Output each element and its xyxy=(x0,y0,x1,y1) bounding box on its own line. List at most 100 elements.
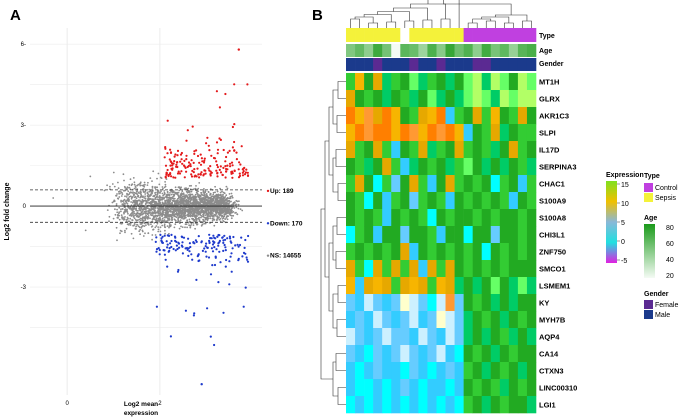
gene-label: MYH7B xyxy=(539,316,566,325)
up-point xyxy=(180,151,183,155)
heatmap-cell xyxy=(508,107,519,125)
ns-point xyxy=(168,196,171,199)
heatmap-cell xyxy=(418,124,428,142)
down-point xyxy=(211,243,215,246)
ns-point xyxy=(152,199,154,202)
down-point xyxy=(230,252,233,255)
heatmap-cell xyxy=(382,362,392,380)
heatmap-cell xyxy=(526,396,537,414)
heatmap-cell xyxy=(400,73,410,91)
ns-point xyxy=(144,215,147,218)
down-point xyxy=(209,273,213,276)
ns-point xyxy=(178,203,181,206)
heatmap-cell xyxy=(517,209,528,227)
heatmap-cell xyxy=(472,311,483,329)
down-point xyxy=(200,240,203,243)
heatmap-cell xyxy=(508,158,519,176)
ns-point xyxy=(180,193,183,195)
heatmap-cell xyxy=(454,243,464,261)
ns-point xyxy=(128,214,131,217)
heatmap-cell xyxy=(355,294,365,312)
heatmap-cell xyxy=(346,345,356,363)
ns-point xyxy=(220,195,223,198)
ns-point xyxy=(146,218,149,220)
ns-point xyxy=(228,213,231,215)
ns-point xyxy=(111,183,114,185)
gene-label: CA14 xyxy=(539,350,559,359)
heatmap-cell xyxy=(355,158,365,176)
ns-point xyxy=(178,200,181,203)
up-point xyxy=(224,165,227,168)
heatmap-cell xyxy=(499,243,510,261)
ns-point xyxy=(189,199,192,202)
up-point xyxy=(165,171,168,175)
heatmap-cell xyxy=(526,311,537,329)
heatmap-cell xyxy=(499,362,510,380)
down-point xyxy=(170,245,173,249)
ns-point xyxy=(121,216,123,219)
ns-point xyxy=(229,214,232,217)
up-point xyxy=(190,175,194,178)
gender-annotation-cell xyxy=(463,58,473,71)
ns-point xyxy=(197,187,200,190)
heatmap-cell xyxy=(472,379,483,397)
ns-point xyxy=(212,207,215,210)
legend-marker xyxy=(266,189,270,193)
ns-point xyxy=(194,220,197,223)
down-point xyxy=(166,246,169,249)
ns-point xyxy=(181,195,184,198)
age-annotation-cell xyxy=(418,44,428,57)
type-legend-swatch xyxy=(644,183,653,192)
ns-point xyxy=(123,218,126,221)
heatmap-cell xyxy=(481,277,492,295)
ns-point xyxy=(135,207,137,210)
ns-point xyxy=(168,194,171,197)
ns-point xyxy=(132,237,135,240)
ns-point xyxy=(137,225,140,228)
ns-point xyxy=(164,185,167,188)
down-point xyxy=(229,255,232,258)
up-point xyxy=(226,151,229,154)
up-point xyxy=(164,176,167,179)
up-point xyxy=(192,171,195,174)
ns-point xyxy=(144,193,147,195)
ns-point xyxy=(133,181,136,184)
heatmap-cell xyxy=(472,192,483,210)
heatmap-cell xyxy=(436,141,446,159)
heatmap-cell xyxy=(373,124,383,142)
heatmap-cell xyxy=(373,345,383,363)
type-annotation-cell xyxy=(364,28,374,42)
ns-point xyxy=(146,191,149,194)
heatmap-cell xyxy=(445,107,455,125)
ns-point xyxy=(226,218,229,221)
heatmap-cell xyxy=(436,226,446,244)
heatmap-cell xyxy=(400,345,410,363)
ns-point xyxy=(138,221,141,224)
ns-point xyxy=(181,207,184,210)
heatmap-cell xyxy=(499,345,510,363)
heatmap-cell xyxy=(463,328,473,346)
ns-point xyxy=(165,210,167,212)
ns-point xyxy=(159,226,162,229)
heatmap-cell xyxy=(454,345,464,363)
age-legend-tick: 80 xyxy=(666,225,674,232)
up-point xyxy=(185,170,188,173)
ns-point xyxy=(155,225,158,227)
heatmap-cell xyxy=(517,158,528,176)
ns-point xyxy=(147,202,149,204)
ma-plot-panel: A 6-3-0-30 2 Log2 fold change Log2 meanex… xyxy=(4,7,303,417)
dendrogram-branch xyxy=(337,81,346,99)
up-point xyxy=(169,160,172,163)
legend-entry: Up: 189 xyxy=(270,188,294,195)
heatmap-cell xyxy=(454,192,464,210)
heatmap-cell xyxy=(400,209,410,227)
heatmap-cell xyxy=(346,396,356,414)
ns-point xyxy=(142,188,145,191)
ns-point xyxy=(128,186,131,189)
ns-point xyxy=(157,196,159,198)
heatmap-cell xyxy=(418,73,428,91)
ns-point xyxy=(197,201,200,204)
ns-point xyxy=(147,207,149,210)
heatmap-cell xyxy=(391,90,401,108)
